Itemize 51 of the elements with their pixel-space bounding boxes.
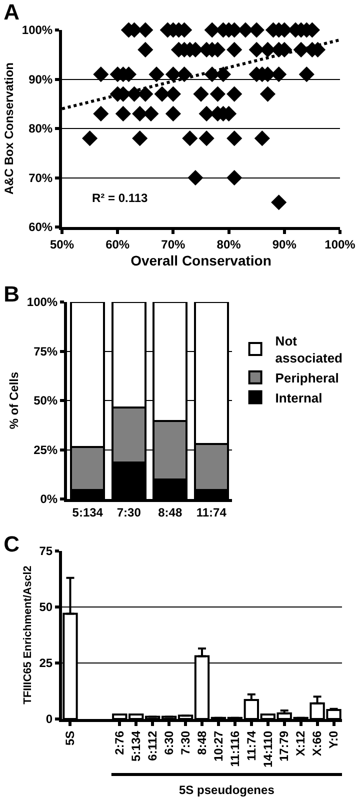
x-tick-label: 11:74 (244, 730, 258, 761)
x-tick-label: 7:30 (116, 505, 142, 520)
x-tick-label: 6:112 (145, 730, 160, 761)
x-tick-label: 11:116 (228, 730, 242, 767)
y-tick-label: 50 (39, 600, 53, 614)
y-axis-title: % of Cells (7, 372, 22, 430)
y-tick-label: 25 (39, 656, 53, 670)
x-tick-label: 8:48 (194, 730, 209, 755)
y-tick-label: 0% (40, 492, 58, 506)
x-tick-label: 70% (161, 237, 186, 252)
y-tick-label: 70% (28, 170, 53, 185)
x-tick-label: 60% (106, 237, 130, 252)
x-tick-label: 5:134 (72, 505, 104, 520)
x-tick-label: 11:74 (196, 505, 227, 520)
x-tick-label: X:66 (310, 730, 324, 756)
x-tick-label: 5:134 (129, 730, 144, 762)
y-tick-label: 100% (22, 23, 53, 38)
x-tick-label: 17:79 (277, 730, 292, 762)
chart-title: C (4, 531, 20, 556)
chart-title: A (4, 0, 20, 24)
x-tick-label: 80% (216, 237, 242, 252)
legend-label: Peripheral (275, 370, 339, 386)
y-tick-label: 75% (34, 344, 58, 358)
x-tick-label: 5S (63, 730, 78, 746)
y-tick-label: 100% (26, 295, 58, 310)
y-tick-label: 50% (34, 394, 58, 408)
x-tick-label: Y:0 (326, 730, 341, 749)
y-tick-label: 80% (28, 122, 53, 136)
x-tick-label: 90% (272, 237, 297, 252)
x-tick-label: 2:76 (112, 730, 127, 755)
y-tick-label: 25% (34, 442, 58, 457)
x-tick-label: 8:48 (158, 505, 182, 520)
x-tick-label: 14:110 (260, 730, 275, 768)
annotation: R² = 0.113 (92, 191, 148, 205)
y-axis-title: A&C Box Conservation (2, 62, 16, 195)
y-tick-label: 75 (39, 544, 53, 558)
x-axis-title: 5S pseudogenes (179, 783, 275, 797)
y-axis-title: TFIIIC65 Enrichment/Ascl2 (22, 566, 34, 704)
x-tick-label: 100% (324, 237, 356, 252)
legend-label: Not associated (275, 334, 343, 366)
x-axis-title: Overall Conservation (130, 252, 272, 269)
x-tick-label: 50% (50, 237, 74, 252)
y-tick-label: 90% (28, 72, 53, 86)
y-tick-label: 60% (28, 220, 53, 234)
legend-label: Internal (275, 390, 322, 406)
x-tick-label: 10:27 (211, 730, 226, 762)
chart-title: B (4, 281, 20, 306)
x-tick-label: 7:30 (178, 730, 192, 755)
y-tick-label: 0 (46, 712, 53, 726)
x-tick-label: 6:30 (162, 730, 176, 755)
x-tick-label: X:12 (294, 730, 308, 756)
